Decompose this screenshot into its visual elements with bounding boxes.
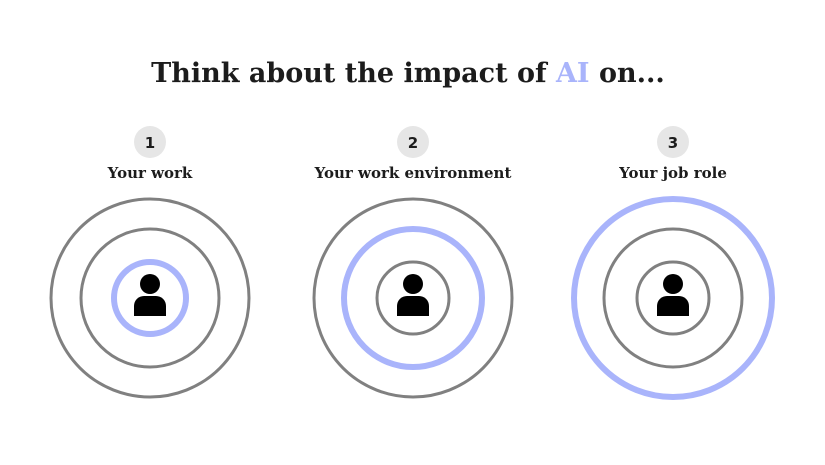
middle-ring (79, 227, 221, 369)
title-highlight: AI (555, 58, 590, 89)
outer-ring (312, 197, 514, 399)
number-badge (134, 126, 166, 158)
number-text: 1 (145, 134, 155, 152)
inner-ring (111, 259, 189, 337)
title-text: Think about the impact of (151, 58, 556, 89)
middle-ring (602, 227, 744, 369)
impact-panel-2: 2 Your work environment (312, 126, 514, 399)
number-badge (657, 126, 689, 158)
title-text-end: on... (590, 58, 665, 89)
number-badge (397, 126, 429, 158)
page-title: Think about the impact of AI on... (151, 58, 665, 89)
number-text: 3 (668, 134, 678, 152)
outer-ring (571, 196, 775, 400)
panel-label: Your work environment (314, 164, 512, 182)
panel-label: Your job role (618, 164, 727, 182)
inner-ring (635, 260, 711, 336)
outer-ring (49, 197, 251, 399)
impact-panel-1: 1 Your work (49, 126, 251, 399)
person-icon (134, 274, 166, 316)
middle-ring (341, 226, 485, 370)
impact-panel-3: 3 Your job role (571, 126, 775, 400)
person-icon (657, 274, 689, 316)
panel-label: Your work (107, 164, 193, 182)
number-text: 2 (408, 134, 418, 152)
person-icon (397, 274, 429, 316)
inner-ring (375, 260, 451, 336)
